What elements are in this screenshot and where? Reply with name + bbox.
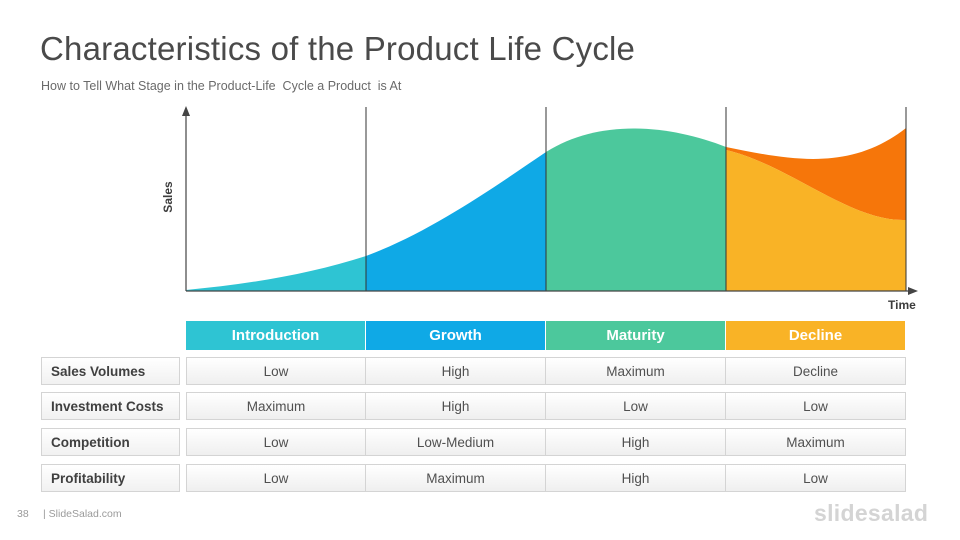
table-cell: Maximum — [365, 464, 546, 492]
table-cell: Low-Medium — [365, 428, 546, 456]
stage-header-introduction: Introduction — [186, 321, 365, 350]
stage-header-growth: Growth — [366, 321, 545, 350]
table-cell: Decline — [725, 357, 906, 385]
stage-header-maturity: Maturity — [546, 321, 725, 350]
slide-title: Characteristics of the Product Life Cycl… — [40, 30, 636, 67]
introduction-stage-area — [186, 256, 366, 291]
row-label-sales-volumes: Sales Volumes — [41, 357, 180, 385]
row-label-profitability: Profitability — [41, 464, 180, 492]
table-cell: Low — [545, 392, 726, 420]
decline-upper-area — [726, 128, 906, 221]
product-life-cycle-chart — [182, 106, 918, 295]
table-cell: High — [545, 428, 726, 456]
footer-site: | SlideSalad.com — [43, 508, 122, 520]
table-cell: High — [545, 464, 726, 492]
table-cell: Low — [186, 357, 366, 385]
table-cell: Maximum — [545, 357, 726, 385]
table-cell: Low — [186, 428, 366, 456]
y-axis-label: Sales — [161, 181, 175, 213]
slide-subtitle: How to Tell What Stage in the Product-Li… — [41, 79, 402, 93]
x-axis-label: Time — [888, 298, 916, 312]
table-cell: Maximum — [186, 392, 366, 420]
table-cell: High — [365, 392, 546, 420]
table-cell: Low — [186, 464, 366, 492]
page-number: 38 — [17, 508, 29, 520]
table-cell: Low — [725, 392, 906, 420]
maturity-stage-area — [546, 128, 726, 291]
row-label-competition: Competition — [41, 428, 180, 456]
table-cell: Low — [725, 464, 906, 492]
row-label-investment-costs: Investment Costs — [41, 392, 180, 420]
table-cell: High — [365, 357, 546, 385]
x-axis-arrow-icon — [908, 287, 918, 295]
table-cell: Maximum — [725, 428, 906, 456]
decline-stage-area — [726, 150, 906, 291]
slidesalad-logo: slidesalad — [814, 500, 929, 526]
y-axis-arrow-icon — [182, 106, 190, 116]
stage-header-decline: Decline — [726, 321, 905, 350]
growth-stage-area — [366, 152, 546, 291]
